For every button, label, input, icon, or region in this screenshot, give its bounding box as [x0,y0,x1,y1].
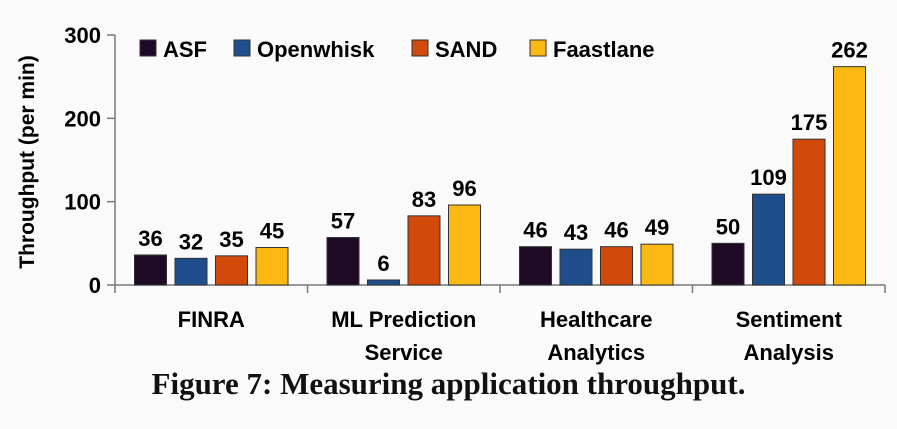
x-category-label: FINRA [178,307,245,332]
legend-label-asf: ASF [163,37,207,62]
chart-legend: ASF Openwhisk SAND Faastlane [139,37,655,62]
legend-swatch-asf [139,39,157,57]
chart-axes: 0 100 200 300 Throughput (per min) FINRA ML Pr… [16,23,886,365]
data-label: 45 [260,219,284,244]
data-label: 32 [179,229,203,254]
y-tick-label: 300 [64,23,101,48]
data-label: 46 [523,218,547,243]
data-label: 35 [219,227,243,252]
data-label: 43 [564,220,588,245]
data-label: 262 [831,38,868,63]
bar-faastlane-0 [255,247,289,286]
bar-openwhisk-0 [174,257,208,286]
y-tick-label: 200 [64,106,101,131]
bar-asf-2 [519,246,552,286]
bar-sand-3 [792,138,826,286]
figure-caption: Figure 7: Measuring application throughp… [151,366,746,401]
legend-swatch-sand [411,39,429,57]
bar-asf-3 [711,242,745,286]
x-category-label: Service [365,340,443,365]
y-tick-label: 100 [64,190,101,215]
x-category-label: Analysis [744,340,835,365]
bar-faastlane-3 [833,66,866,286]
y-axis-title: Throughput (per min) [16,55,39,268]
legend-swatch-openwhisk [233,39,251,57]
chart-data-labels: 36 32 35 45 57 6 83 96 46 43 46 49 50 109 175 262 [138,38,868,276]
bar-openwhisk-1 [367,279,400,286]
data-label: 46 [604,218,628,243]
x-category-label: ML Prediction [331,307,476,332]
bar-asf-1 [326,237,360,286]
data-label: 83 [412,187,436,212]
chart-bars [134,66,866,286]
data-label: 6 [377,251,389,276]
bar-openwhisk-2 [559,248,593,286]
bar-faastlane-1 [448,204,481,286]
x-category-label: Sentiment [736,307,843,332]
data-label: 109 [750,165,787,190]
x-category-label: Analytics [547,340,645,365]
bar-openwhisk-3 [752,193,785,286]
data-label: 49 [645,215,669,240]
data-label: 96 [452,176,476,201]
bar-asf-0 [134,254,167,286]
bar-sand-1 [407,215,441,286]
bar-sand-2 [600,246,633,286]
data-label: 175 [791,110,828,135]
data-label: 57 [331,209,355,234]
legend-label-faastlane: Faastlane [553,37,655,62]
legend-swatch-faastlane [529,39,547,57]
throughput-bar-chart: 0 100 200 300 Throughput (per min) FINRA ML Pr… [16,23,886,365]
bar-faastlane-2 [640,243,674,286]
legend-label-openwhisk: Openwhisk [257,37,375,62]
legend-label-sand: SAND [435,37,497,62]
y-tick-label: 0 [89,273,101,298]
data-label: 36 [138,226,162,251]
x-category-label: Healthcare [540,307,653,332]
bar-sand-0 [215,255,248,286]
data-label: 50 [716,214,740,239]
